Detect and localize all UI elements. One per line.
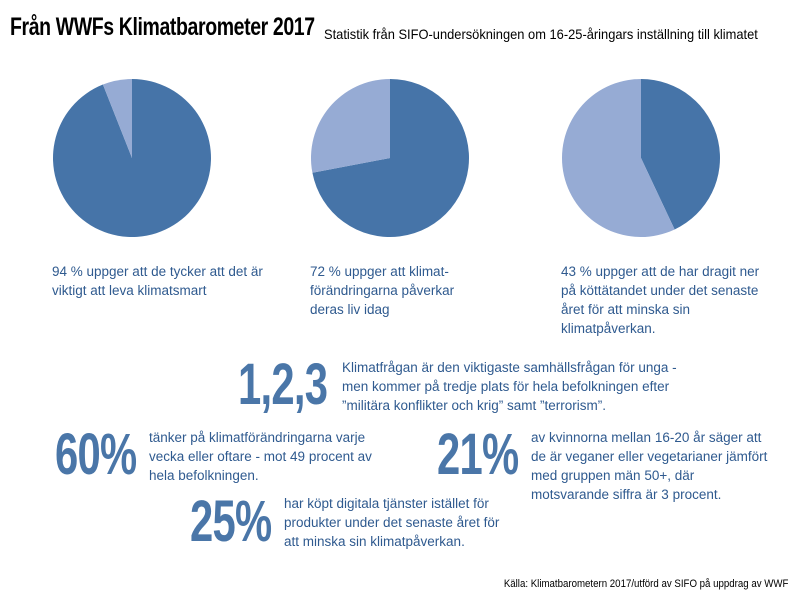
stat-text-rank: Klimatfrågan är den viktigaste samhällsf… [342,360,677,413]
stat-number-60: 60% [55,422,137,487]
pie-chart-3-svg [562,79,720,237]
pie-chart-2-svg [311,79,469,237]
source-note: Källa: Klimatbarometern 2017/utförd av S… [503,578,788,590]
pie-3-slice-other [562,79,675,237]
pie-chart-1-svg [52,79,212,237]
pie-chart-3 [561,78,721,238]
stat-text-25: har köpt digitala tjänster istället för … [284,496,500,549]
pie-caption-3: 43 % uppger att de har dragit ner på köt… [561,264,760,336]
stat-text-60: tänker på klimatförändringarna varje vec… [149,430,372,483]
pie-1-slice-other [102,79,132,158]
pie-caption-2: 72 % uppger att klimat-förändringarna på… [310,264,455,317]
stat-number-21: 21% [437,422,519,487]
pie-caption-1: 94 % uppger att de tycker att det är vik… [52,264,263,298]
pie-chart-1 [52,78,212,238]
stat-text-21: av kvinnorna mellan 16-20 år säger att d… [531,430,768,502]
pie-2-slice-other [311,79,390,173]
pie-chart-2 [310,78,470,238]
pie-3-slice-main [641,79,720,230]
pie-2-slice-main [312,79,469,237]
stat-number-rank: 1,2,3 [238,352,328,417]
page-subtitle: Statistik från SIFO-undersökningen om 16… [324,26,758,42]
page-title: Från WWFs Klimatbarometer 2017 [10,13,315,41]
stat-number-25: 25% [190,489,272,554]
